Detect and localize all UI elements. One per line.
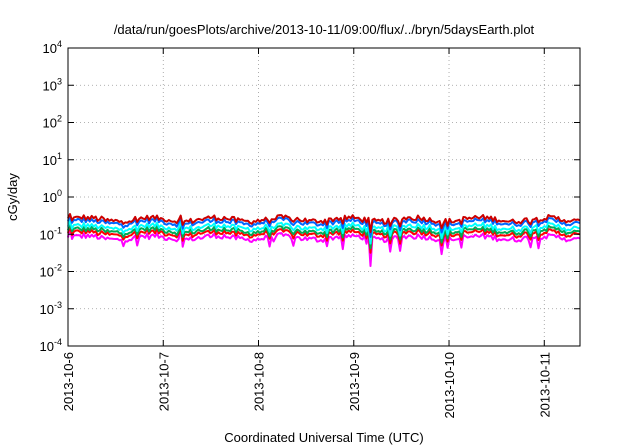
y-tick-labels: 10-4 10-3 10-2 10-1 100 101 102 103 104 — [40, 39, 62, 354]
series-line — [67, 226, 581, 267]
x-tick-label: 2013-10-9 — [347, 352, 362, 411]
series-line — [67, 215, 581, 238]
y-tick-label: 10-1 — [40, 225, 62, 242]
x-tick-label: 2013-10-11 — [537, 352, 552, 418]
y-tick-label: 100 — [43, 188, 62, 205]
series-group — [67, 213, 581, 267]
grid — [68, 48, 580, 346]
y-tick-label: 101 — [43, 151, 62, 168]
x-tick-labels: 2013-10-6 2013-10-7 2013-10-8 2013-10-9 2013… — [61, 352, 552, 419]
y-tick-label: 10-2 — [40, 263, 62, 280]
series-line — [67, 222, 581, 250]
y-axis-label: cGy/day — [5, 173, 20, 221]
series-line — [67, 225, 581, 254]
x-axis-label: Coordinated Universal Time (UTC) — [224, 430, 423, 445]
y-tick-label: 10-4 — [40, 337, 62, 354]
x-tick-label: 2013-10-6 — [61, 352, 76, 411]
chart-title: /data/run/goesPlots/archive/2013-10-11/0… — [114, 22, 535, 37]
series-line — [67, 213, 581, 233]
x-tick-label: 2013-10-8 — [252, 352, 267, 411]
y-tick-label: 103 — [43, 76, 62, 93]
x-tick-label: 2013-10-10 — [442, 352, 457, 419]
series-line — [67, 219, 581, 245]
y-tick-label: 102 — [43, 114, 62, 131]
x-tick-label: 2013-10-7 — [156, 352, 171, 411]
y-tick-label: 104 — [43, 39, 62, 56]
y-tick-label: 10-3 — [40, 300, 62, 317]
ticks — [67, 47, 580, 347]
